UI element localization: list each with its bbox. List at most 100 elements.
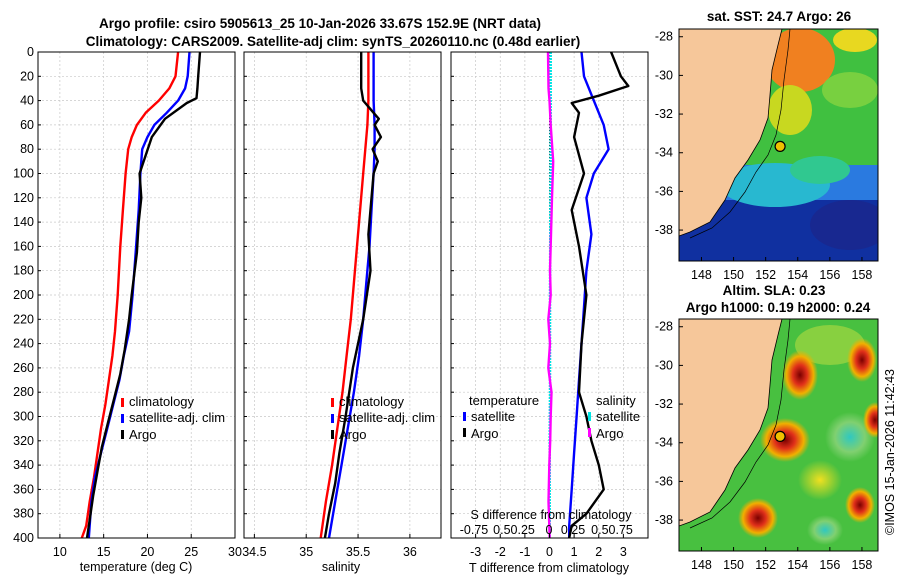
lat-tick-label: -34: [655, 436, 673, 450]
legend-swatch-satellite-2: [331, 414, 334, 423]
x-tick-label: 34.5: [242, 545, 266, 559]
lat-tick-label: -36: [655, 184, 673, 198]
series-salinity-argo: [546, 51, 555, 539]
legend-salinity-title: salinity: [596, 393, 636, 408]
series-temperature-argo: [568, 51, 630, 539]
x-tick-label: 20: [140, 545, 154, 559]
salinity-xlabel: salinity: [322, 560, 361, 574]
y-tick-label: 60: [20, 118, 34, 132]
sst-land: [679, 29, 782, 236]
legend-swatch-s-satellite: [588, 412, 591, 421]
sst-field: [679, 29, 878, 261]
lat-tick-label: -32: [655, 397, 673, 411]
lon-tick-label: 152: [755, 268, 776, 282]
legend-s-argo: Argo: [596, 426, 623, 441]
sla-title-1: Altim. SLA: 0.23: [723, 283, 826, 298]
lon-tick-label: 152: [755, 558, 776, 572]
lon-tick-label: 156: [819, 268, 840, 282]
lat-tick-label: -30: [655, 358, 673, 372]
y-tick-label: 240: [13, 337, 34, 351]
sla-field: [679, 319, 878, 551]
legend-climatology-2: climatology: [339, 394, 405, 409]
x-tick-label: 1: [571, 545, 578, 559]
legend-swatch-t-argo: [463, 428, 466, 437]
timestamp: ©IMOS 15-Jan-2026 11:42:43: [883, 369, 897, 535]
lon-tick-label: 148: [691, 268, 712, 282]
y-tick-label: 340: [13, 458, 34, 472]
lat-tick-label: -36: [655, 474, 673, 488]
x-tick-label: 35: [299, 545, 313, 559]
legend-satellite-adj-2: satellite-adj. clim: [339, 410, 435, 425]
temperature-legend: climatology satellite-adj. clim Argo: [121, 394, 225, 442]
difference-legend: temperature satellite Argo salinity sate…: [463, 393, 640, 441]
lon-tick-label: 156: [819, 558, 840, 572]
salinity-profile-panel: 34.5 35 35.5 36 salinity climatology satell…: [242, 51, 442, 574]
s-difference-label: S difference from climatology: [471, 508, 633, 522]
y-tick-label: 0: [27, 45, 34, 59]
y-tick-label: 100: [13, 167, 34, 181]
legend-swatch-argo-2: [331, 430, 334, 439]
x-tick-label: -3: [470, 545, 481, 559]
legend-swatch-argo: [121, 430, 124, 439]
y-tick-label: 260: [13, 361, 34, 375]
legend-temperature-title: temperature: [469, 393, 539, 408]
figure-title-line2: Climatology: CARS2009. Satellite-adj cli…: [86, 34, 580, 49]
temperature-profile-panel: 0 20 40 60 80 100 120 140 160 180 200 220 240 260 280 3…: [13, 45, 242, 574]
legend-argo-2: Argo: [339, 427, 366, 442]
sla-float-marker: [774, 430, 786, 442]
x-tick-label: 10: [53, 545, 67, 559]
legend-s-satellite: satellite: [596, 409, 640, 424]
lon-tick-label: 148: [691, 558, 712, 572]
series-satellite-adj-clim: [327, 52, 376, 539]
y-tick-label: 80: [20, 142, 34, 156]
series-climatology: [319, 52, 370, 539]
lon-tick-label: 158: [852, 268, 873, 282]
lat-tick-label: -28: [655, 30, 673, 44]
x-tick-label: 25: [184, 545, 198, 559]
legend-t-argo: Argo: [471, 426, 498, 441]
x-tick-label: 35.5: [346, 545, 370, 559]
y-tick-label: 140: [13, 215, 34, 229]
s-tick: 0.50.25: [493, 523, 535, 537]
sla-title-2: Argo h1000: 0.19 h2000: 0.24: [686, 300, 871, 315]
s-tick: -0.75: [460, 523, 489, 537]
y-tick-label: 180: [13, 264, 34, 278]
lon-tick-label: 150: [723, 558, 744, 572]
x-tick-label: 30: [228, 545, 242, 559]
sst-float-marker: [774, 140, 786, 152]
x-tick-label: 2: [595, 545, 602, 559]
lon-tick-label: 154: [787, 558, 808, 572]
salinity-legend: climatology satellite-adj. clim Argo: [331, 394, 435, 442]
lat-tick-label: -28: [655, 320, 673, 334]
x-tick-label: -2: [495, 545, 506, 559]
legend-swatch-satellite: [121, 414, 124, 423]
y-tick-label: 20: [20, 69, 34, 83]
legend-climatology: climatology: [129, 394, 195, 409]
y-tick-label: 380: [13, 507, 34, 521]
series-climatology: [80, 51, 180, 539]
y-tick-label: 120: [13, 191, 34, 205]
y-tick-label: 220: [13, 312, 34, 326]
lon-tick-label: 150: [723, 268, 744, 282]
series-temperature-satellite: [568, 51, 610, 538]
sst-map-title: sat. SST: 24.7 Argo: 26: [707, 9, 852, 24]
legend-satellite-adj: satellite-adj. clim: [129, 410, 225, 425]
x-tick-label: 36: [403, 545, 417, 559]
legend-swatch-s-argo: [588, 428, 591, 437]
t-difference-xlabel: T difference from climatology: [469, 561, 630, 575]
figure-title-line1: Argo profile: csiro 5905613_25 10-Jan-20…: [99, 16, 541, 31]
y-tick-label: 280: [13, 385, 34, 399]
legend-swatch-climatology-2: [331, 398, 334, 407]
lat-tick-label: -34: [655, 146, 673, 160]
x-tick-label: 15: [97, 545, 111, 559]
series-argo: [85, 51, 202, 539]
y-tick-label: 400: [13, 531, 34, 545]
x-tick-label: 0: [546, 545, 553, 559]
x-tick-label: 3: [620, 545, 627, 559]
s-tick: 0: [546, 523, 553, 537]
temperature-xlabel: temperature (deg C): [80, 560, 193, 574]
lat-tick-label: -32: [655, 107, 673, 121]
x-tick-label: -1: [519, 545, 530, 559]
lon-tick-label: 154: [787, 268, 808, 282]
